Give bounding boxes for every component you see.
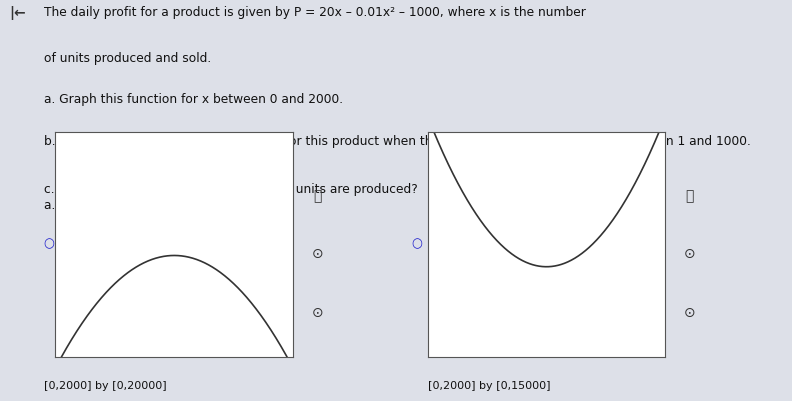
Text: ⧄: ⧄ bbox=[686, 188, 694, 203]
Text: ⧄: ⧄ bbox=[314, 188, 322, 203]
Text: c. What happens to the profit after 1000 units are produced?: c. What happens to the profit after 1000… bbox=[44, 183, 417, 196]
Text: The daily profit for a product is given by P = 20x – 0.01x² – 1000, where x is t: The daily profit for a product is given … bbox=[44, 6, 585, 19]
Text: ⊙: ⊙ bbox=[684, 247, 695, 261]
Text: ⊙: ⊙ bbox=[684, 305, 695, 319]
Text: B.: B. bbox=[429, 236, 444, 249]
Text: b. Describe what happens to the profit for this product when the number of units: b. Describe what happens to the profit f… bbox=[44, 135, 751, 148]
Text: A.: A. bbox=[62, 236, 76, 249]
Text: [0,2000] by [0,15000]: [0,2000] by [0,15000] bbox=[428, 380, 550, 390]
Text: a. Graph this function for x between 0 and 2000.: a. Graph this function for x between 0 a… bbox=[44, 92, 343, 105]
Text: a. Choose the correct graph.: a. Choose the correct graph. bbox=[44, 199, 219, 212]
Text: ○: ○ bbox=[44, 236, 55, 249]
Text: ⊙: ⊙ bbox=[312, 305, 323, 319]
Text: ○: ○ bbox=[412, 236, 423, 249]
Text: ⊙: ⊙ bbox=[312, 247, 323, 261]
Text: [0,2000] by [0,20000]: [0,2000] by [0,20000] bbox=[44, 380, 166, 390]
Text: |←: |← bbox=[10, 6, 26, 20]
Text: of units produced and sold.: of units produced and sold. bbox=[44, 52, 211, 65]
